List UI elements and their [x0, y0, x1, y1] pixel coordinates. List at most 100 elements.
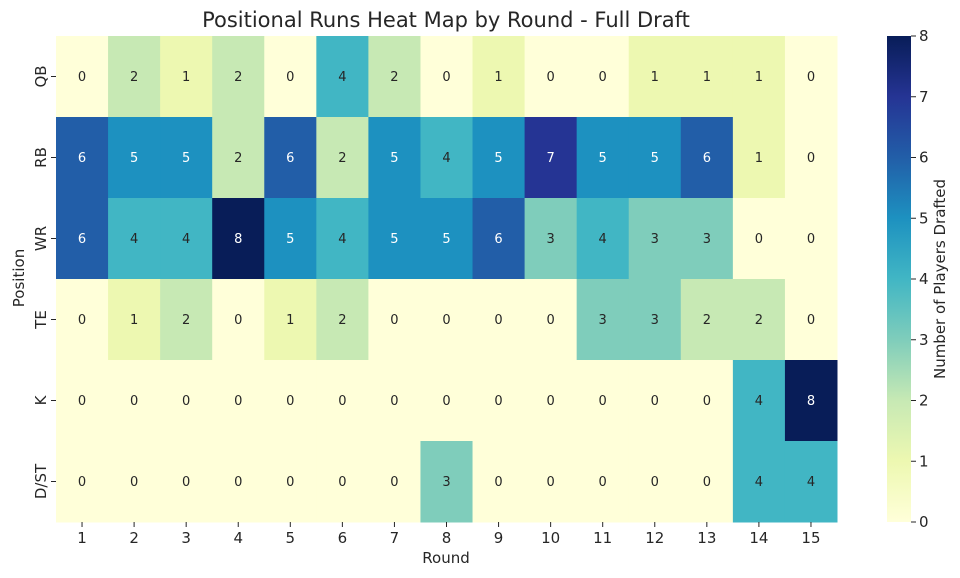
- cell-value-label: 1: [755, 70, 763, 85]
- cell-value-label: 2: [338, 313, 346, 328]
- heatmap-cell: [628, 279, 682, 361]
- heatmap-cell: [108, 36, 161, 118]
- heatmap-cell: [212, 360, 265, 442]
- cell-value-label: 0: [78, 70, 86, 85]
- cell-value-label: 0: [182, 394, 190, 409]
- x-tick-label: 3: [181, 529, 191, 547]
- heatmap-cell: [264, 198, 317, 280]
- cell-value-label: 4: [599, 232, 607, 247]
- cell-value-label: 0: [234, 394, 242, 409]
- heatmap-cell: [420, 198, 474, 280]
- heatmap-cell: [628, 360, 682, 442]
- cell-value-label: 0: [182, 475, 190, 490]
- cell-value-label: 3: [546, 232, 554, 247]
- heatmap-cell: [680, 117, 734, 199]
- cell-value-label: 0: [78, 313, 86, 328]
- heatmap-cell: [472, 441, 526, 523]
- cell-value-label: 1: [130, 313, 138, 328]
- colorbar-tick-label: 5: [919, 209, 929, 227]
- cell-value-label: 4: [182, 232, 190, 247]
- colorbar-tick-label: 0: [919, 513, 929, 531]
- colorbar-tick-label: 4: [919, 270, 929, 288]
- cell-value-label: 0: [442, 313, 450, 328]
- cell-value-label: 1: [182, 70, 190, 85]
- heatmap-cell: [680, 36, 734, 118]
- y-axis-label: Position: [10, 249, 28, 307]
- cell-value-label: 2: [338, 151, 346, 166]
- heatmap-cell: [784, 117, 838, 199]
- heatmap-cell: [420, 117, 474, 199]
- heatmap-cell: [784, 198, 838, 280]
- cell-value-label: 5: [390, 232, 398, 247]
- colorbar-tick-label: 3: [919, 331, 929, 349]
- heatmap-cell: [680, 360, 734, 442]
- heatmap-cell: [264, 360, 317, 442]
- heatmap-cell: [368, 360, 421, 442]
- heatmap-cell: [784, 36, 838, 118]
- cell-value-label: 5: [286, 232, 294, 247]
- heatmap-cell: [160, 279, 213, 361]
- cell-value-label: 0: [390, 475, 398, 490]
- heatmap-cell: [680, 198, 734, 280]
- cell-value-label: 5: [442, 232, 450, 247]
- heatmap-cell: [56, 198, 109, 280]
- cell-value-label: 6: [286, 151, 294, 166]
- cell-value-label: 4: [442, 151, 450, 166]
- heatmap-cell: [472, 360, 526, 442]
- cell-value-label: 0: [338, 475, 346, 490]
- cell-value-label: 0: [599, 394, 607, 409]
- colorbar-tick-label: 8: [919, 27, 929, 45]
- cell-value-label: 0: [78, 394, 86, 409]
- cell-value-label: 0: [755, 232, 763, 247]
- heatmap-cell: [472, 36, 526, 118]
- cell-value-label: 0: [130, 475, 138, 490]
- heatmap-cell: [264, 441, 317, 523]
- x-tick-label: 10: [541, 529, 560, 547]
- cell-value-label: 0: [651, 394, 659, 409]
- heatmap-cell: [524, 117, 578, 199]
- heatmap-cell: [420, 360, 474, 442]
- heatmap-cell: [56, 279, 109, 361]
- cell-value-label: 1: [755, 151, 763, 166]
- cell-value-label: 5: [130, 151, 138, 166]
- cell-value-label: 5: [390, 151, 398, 166]
- heatmap-cell: [212, 279, 265, 361]
- cell-value-label: 0: [599, 475, 607, 490]
- heatmap-cell: [628, 441, 682, 523]
- cell-value-label: 0: [546, 394, 554, 409]
- cell-value-label: 3: [651, 232, 659, 247]
- heatmap-cell: [576, 198, 630, 280]
- heatmap-cell: [56, 117, 109, 199]
- x-tick-label: 4: [233, 529, 243, 547]
- cell-value-label: 0: [390, 313, 398, 328]
- colorbar: [887, 36, 911, 522]
- heatmap-cell: [732, 36, 786, 118]
- heatmap-cell: [108, 117, 161, 199]
- cell-value-label: 0: [494, 394, 502, 409]
- y-tick-label: TE: [32, 310, 50, 330]
- x-tick-label: 15: [801, 529, 820, 547]
- heatmap-cell: [784, 279, 838, 361]
- cell-value-label: 0: [807, 70, 815, 85]
- cell-value-label: 0: [338, 394, 346, 409]
- heatmap-cell: [316, 360, 369, 442]
- heatmap-cell: [264, 36, 317, 118]
- heatmap-cell: [316, 279, 369, 361]
- heatmap-cell: [316, 117, 369, 199]
- cell-value-label: 0: [494, 313, 502, 328]
- cell-value-label: 4: [130, 232, 138, 247]
- y-tick-label: QB: [32, 65, 50, 87]
- heatmap-cell: [732, 279, 786, 361]
- cell-value-label: 0: [286, 70, 294, 85]
- cell-value-label: 5: [182, 151, 190, 166]
- heatmap-cell: [784, 441, 838, 523]
- y-tick-label: K: [32, 394, 50, 405]
- cell-value-label: 0: [807, 313, 815, 328]
- cell-value-label: 4: [755, 394, 763, 409]
- cell-value-label: 7: [546, 151, 554, 166]
- heatmap-cell: [108, 279, 161, 361]
- cell-value-label: 5: [494, 151, 502, 166]
- heatmap-cell: [108, 198, 161, 280]
- x-tick-label: 14: [749, 529, 768, 547]
- colorbar-tick-label: 2: [919, 392, 929, 410]
